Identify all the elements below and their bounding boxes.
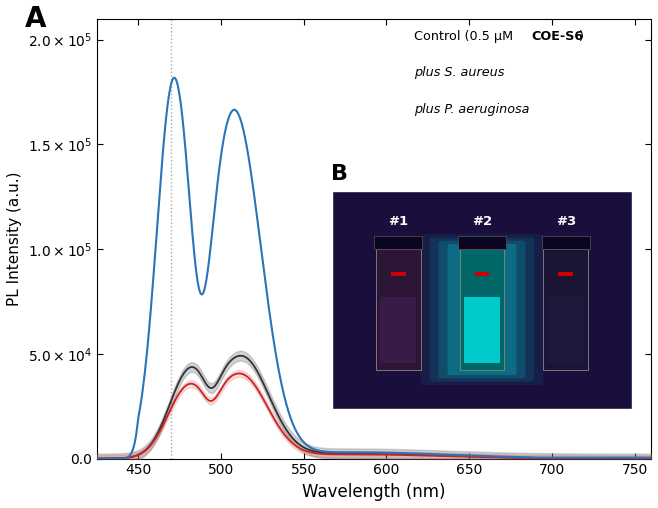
FancyBboxPatch shape [459, 249, 505, 370]
FancyBboxPatch shape [447, 244, 517, 375]
Bar [542, 236, 590, 249]
Legend:  [640, 25, 645, 30]
FancyBboxPatch shape [420, 234, 544, 385]
Text: #2: #2 [472, 215, 492, 228]
Text: Control (0.5 μM: Control (0.5 μM [414, 29, 517, 43]
Text: B: B [331, 164, 348, 184]
FancyBboxPatch shape [439, 241, 525, 378]
Bar [464, 297, 500, 363]
FancyBboxPatch shape [544, 249, 588, 370]
FancyBboxPatch shape [376, 249, 420, 370]
Bar [559, 272, 573, 276]
Text: plus P. aeruginosa: plus P. aeruginosa [414, 103, 529, 116]
Text: COE-S6: COE-S6 [532, 29, 584, 43]
Bar [374, 236, 422, 249]
Bar [548, 297, 584, 363]
Bar [380, 297, 416, 363]
Bar [458, 236, 506, 249]
Text: A: A [25, 6, 46, 34]
Text: ): ) [578, 29, 584, 43]
FancyBboxPatch shape [430, 237, 534, 382]
Text: #3: #3 [556, 215, 576, 228]
Text: #1: #1 [388, 215, 408, 228]
Y-axis label: PL Intensity (a.u.): PL Intensity (a.u.) [7, 171, 22, 306]
Text: plus S. aureus: plus S. aureus [414, 66, 504, 79]
Bar [474, 272, 490, 276]
X-axis label: Wavelength (nm): Wavelength (nm) [302, 483, 445, 501]
Bar [391, 272, 405, 276]
